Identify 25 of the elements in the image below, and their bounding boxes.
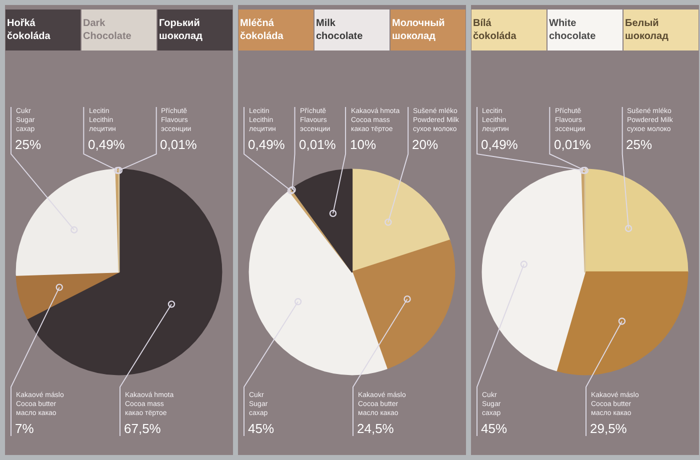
data-label: 0,49%: [481, 137, 518, 152]
data-label: 0,49%: [248, 137, 286, 152]
text: Молочный шоколад: [392, 18, 445, 42]
data-label: 0,49%: [88, 137, 126, 152]
text: Горький шоколад: [159, 18, 204, 42]
data-label: 25%: [626, 137, 652, 152]
data-label: 0,01%: [554, 137, 592, 152]
data-label: 25%: [15, 137, 42, 152]
data-label: 7%: [15, 421, 34, 436]
chart-subtitle: White chocolate: [549, 18, 596, 42]
chart-subtitle: Dark Chocolate: [83, 18, 132, 42]
data-label: 29,5%: [590, 421, 628, 436]
data-label: 67,5%: [124, 421, 162, 436]
data-label: 0,01%: [160, 137, 198, 152]
chart-title: Bílá čokoláda: [473, 18, 517, 42]
data-label: 20%: [412, 137, 438, 152]
data-label: 45%: [481, 421, 508, 436]
data-label: 0,01%: [299, 137, 336, 152]
data-label: 45%: [248, 421, 274, 436]
chart-subtitle: Milk chocolate: [316, 18, 364, 42]
data-label: 10%: [350, 137, 376, 152]
text: Белый шоколад: [625, 18, 670, 42]
chart-title: Mléčná čokoláda: [240, 18, 284, 42]
chart-title: Hořká čokoláda: [7, 18, 51, 42]
data-label: 24,5%: [357, 421, 394, 436]
